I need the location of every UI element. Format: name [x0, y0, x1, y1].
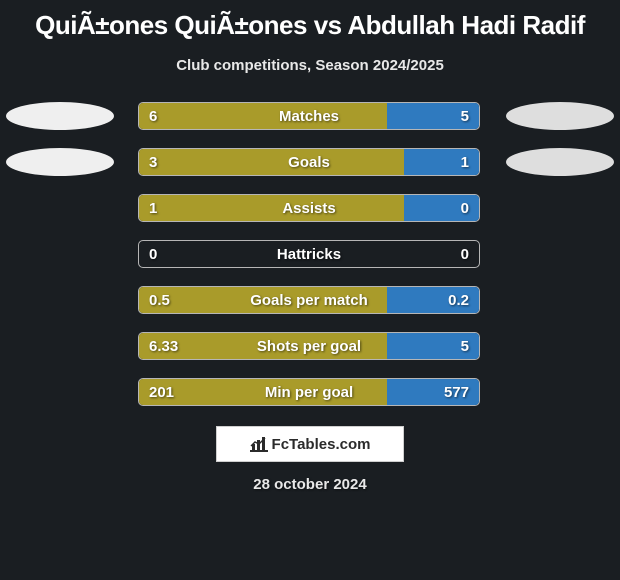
stat-bar-track: 6.335Shots per goal	[138, 332, 480, 360]
stat-bar-track: 0 0Hattricks	[138, 240, 480, 268]
player1-bar	[139, 103, 387, 129]
stat-bar-track: 201577Min per goal	[138, 378, 480, 406]
page-title: QuiÃ±ones QuiÃ±ones vs Abdullah Hadi Rad…	[0, 0, 620, 41]
stat-row: 31Goals	[0, 148, 620, 176]
comparison-chart: 65Matches 31Goals 10Assists 0 0Hattricks 0.50…	[0, 102, 620, 406]
player1-badge	[6, 148, 114, 176]
player2-bar	[404, 149, 479, 175]
stat-bar-track: 31Goals	[138, 148, 480, 176]
stat-row: 6.335Shots per goal	[0, 332, 620, 360]
stat-row: 10Assists	[0, 194, 620, 222]
date-label: 28 october 2024	[0, 476, 620, 493]
player2-bar	[387, 379, 479, 405]
stat-bar-track: 10Assists	[138, 194, 480, 222]
chart-icon	[250, 436, 268, 452]
stat-row: 0 0Hattricks	[0, 240, 620, 268]
player2-bar	[387, 103, 479, 129]
player2-badge	[506, 102, 614, 130]
stat-bar-track: 0.50.2Goals per match	[138, 286, 480, 314]
player2-bar	[404, 195, 479, 221]
stat-row: 65Matches	[0, 102, 620, 130]
player1-bar	[139, 379, 387, 405]
player1-bar	[139, 195, 404, 221]
player1-bar	[139, 287, 387, 313]
stat-row: 201577Min per goal	[0, 378, 620, 406]
footer-attribution[interactable]: FcTables.com	[216, 426, 404, 462]
stat-label: Hattricks	[139, 241, 479, 268]
player1-bar	[139, 149, 404, 175]
player2-bar	[387, 287, 479, 313]
player2-bar	[387, 333, 479, 359]
stat-bar-track: 65Matches	[138, 102, 480, 130]
footer-text: FcTables.com	[272, 436, 371, 453]
player1-badge	[6, 102, 114, 130]
player2-value: 0	[461, 241, 469, 268]
player1-bar	[139, 333, 387, 359]
player2-badge	[506, 148, 614, 176]
player1-value: 0	[149, 241, 157, 268]
stat-row: 0.50.2Goals per match	[0, 286, 620, 314]
page-subtitle: Club competitions, Season 2024/2025	[0, 57, 620, 74]
